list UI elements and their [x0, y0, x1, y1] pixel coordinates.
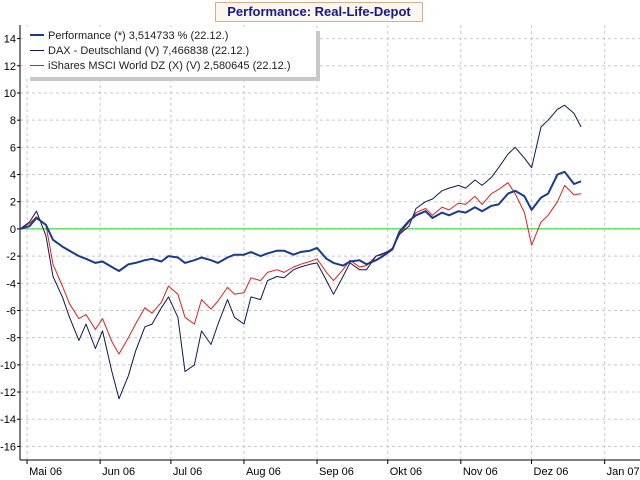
x-tick-label: Okt 06: [390, 466, 422, 478]
x-tick-label: Aug 06: [246, 466, 281, 478]
legend-item-dax: DAX - Deutschland (V) 7,466838 (22.12.): [30, 44, 249, 58]
x-tick-label: Jun 06: [102, 466, 135, 478]
y-tick-label: 0: [10, 224, 16, 236]
x-tick-label: Jul 06: [173, 466, 202, 478]
legend: Performance (*) 3,514733 % (22.12.) DAX …: [26, 27, 316, 77]
legend-item-ishares: iShares MSCI World DZ (X) (V) 2,580645 (…: [30, 59, 291, 73]
tick-label-layer: 14 12 10 8 6 4 2 0 -2 -4 -6 -8 -10 -12 -14 -16 Mai 06 Jun…: [0, 34, 640, 478]
axis-layer: [17, 25, 640, 464]
legend-label-performance: Performance (*) 3,514733 % (22.12.): [48, 30, 229, 42]
y-tick-label: -14: [0, 414, 16, 426]
legend-swatch-ishares: [30, 64, 44, 66]
y-tick-label: 14: [4, 34, 16, 46]
legend-label-dax: DAX - Deutschland (V) 7,466838 (22.12.): [48, 45, 250, 57]
y-tick-label: 10: [4, 88, 16, 100]
x-tick-label: Mai 06: [29, 466, 62, 478]
y-tick-label: -2: [6, 251, 16, 263]
grid-layer: [20, 25, 640, 460]
x-tick-label: Dez 06: [534, 466, 569, 478]
y-tick-label: 4: [10, 170, 16, 182]
series-line-ishares: [19, 182, 582, 355]
y-tick-label: 6: [10, 142, 16, 154]
y-tick-label: 8: [10, 115, 16, 127]
series-layer: [19, 104, 582, 400]
x-tick-label: Sep 06: [319, 466, 354, 478]
x-tick-label: Nov 06: [463, 466, 498, 478]
legend-label-ishares: iShares MSCI World DZ (X) (V) 2,580645 (…: [48, 60, 291, 72]
series-line-dax: [19, 104, 582, 400]
y-tick-label: -6: [6, 305, 16, 317]
chart-title-box: Performance: Real-Life-Depot: [215, 2, 423, 22]
y-tick-label: -8: [6, 333, 16, 345]
y-tick-label: 2: [10, 197, 16, 209]
x-tick-label: Jan 07: [607, 466, 640, 478]
y-tick-label: -4: [6, 278, 16, 290]
y-tick-label: -12: [0, 387, 16, 399]
legend-swatch-performance: [30, 34, 44, 37]
y-tick-label: -10: [0, 360, 16, 372]
legend-swatch-dax: [30, 49, 44, 51]
series-line-performance: [19, 170, 582, 272]
y-tick-label: -16: [0, 441, 16, 453]
legend-item-performance: Performance (*) 3,514733 % (22.12.): [30, 29, 228, 43]
chart-title: Performance: Real-Life-Depot: [227, 4, 411, 19]
y-tick-label: 12: [4, 61, 16, 73]
